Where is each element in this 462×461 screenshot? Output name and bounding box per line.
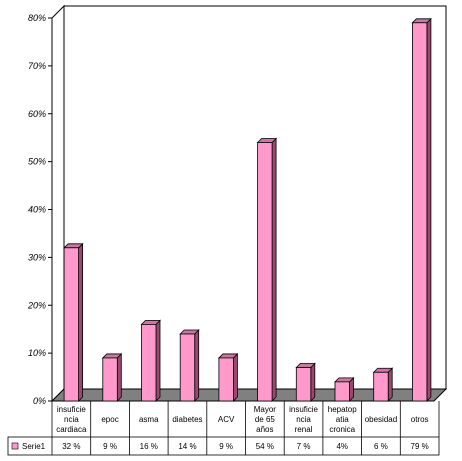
bar-front <box>102 357 118 402</box>
category-label-line: insuficie <box>289 405 318 414</box>
category-label: asma <box>139 415 159 424</box>
bar-side <box>232 352 238 402</box>
data-label: 7 % <box>297 442 311 451</box>
y-tick-label: 30% <box>28 252 46 262</box>
bar-front <box>141 323 157 402</box>
bar <box>372 367 394 402</box>
bar-front <box>334 381 350 402</box>
category-label: Mayor de 65 años <box>254 405 277 434</box>
category-label-line: epoc <box>101 415 118 424</box>
bar <box>411 17 432 402</box>
category-label-line: obesidad <box>365 415 397 424</box>
legend-swatch <box>11 442 19 450</box>
category-label: hepatop atia cronica <box>328 405 357 434</box>
category-label-line: cronica <box>329 425 355 434</box>
bar <box>179 329 200 402</box>
category-label-line: insuficie <box>57 405 86 414</box>
bar-front <box>295 367 312 402</box>
bar-side <box>387 367 393 402</box>
category-label-line: de 65 <box>255 415 276 424</box>
bars <box>63 17 432 402</box>
legend-label: Serie1 <box>22 442 46 451</box>
y-tick-label: 80% <box>28 13 46 23</box>
bar-front <box>63 247 79 402</box>
y-tick-label: 60% <box>28 109 46 119</box>
category-label-line: años <box>256 425 273 434</box>
category-label: diabetes <box>172 415 202 424</box>
data-label: 9 % <box>103 442 117 451</box>
category-label-line: asma <box>139 415 159 424</box>
category-label-line: hepatop <box>328 405 357 414</box>
bar-side <box>271 137 277 402</box>
category-label-line: cardiaca <box>56 425 87 434</box>
y-tick-label: 50% <box>28 157 46 167</box>
category-label-line: atia <box>336 415 349 424</box>
bar-front <box>411 22 428 402</box>
bar-side <box>426 17 432 402</box>
bar-side <box>155 319 161 402</box>
data-label: 54 % <box>256 442 274 451</box>
bar <box>140 319 161 402</box>
category-label-line: otros <box>411 415 429 424</box>
data-label: 6 % <box>374 442 388 451</box>
category-label: obesidad <box>365 415 397 424</box>
y-axis: 0% 10% 20% 30% 40% 50% 60% 70% 80% <box>27 13 52 406</box>
category-label-line: ncia <box>296 415 311 424</box>
plot-walls <box>50 4 448 403</box>
bar-front <box>179 333 196 402</box>
bar <box>63 242 84 402</box>
bar <box>295 362 316 402</box>
y-tick-label: 40% <box>28 205 46 215</box>
category-label: ACV <box>218 415 235 424</box>
bar-side <box>78 242 83 402</box>
category-label-line: ncia <box>64 415 79 424</box>
data-label: 32 % <box>62 442 80 451</box>
category-label: epoc <box>101 415 118 424</box>
category-label-line: ACV <box>218 415 235 424</box>
y-tick-label: 20% <box>27 300 46 310</box>
category-label-line: renal <box>295 425 313 434</box>
data-label: 9 % <box>219 442 233 451</box>
bar <box>334 376 355 402</box>
bar <box>217 352 239 402</box>
bar-side <box>116 352 122 402</box>
y-tick-label: 0% <box>33 396 46 406</box>
data-label: 16 % <box>140 442 158 451</box>
category-label: insuficie ncia renal <box>289 405 318 434</box>
table-values-row <box>7 436 440 456</box>
data-label: 14 % <box>178 442 196 451</box>
bar-side <box>310 362 316 402</box>
back-wall <box>63 5 447 390</box>
category-label-line: Mayor <box>254 405 277 414</box>
data-label: 4% <box>336 442 348 451</box>
category-label: insuficie ncia cardiaca <box>56 405 87 434</box>
data-label: 79 % <box>411 442 429 451</box>
category-label-line: diabetes <box>172 415 202 424</box>
bar <box>256 137 278 402</box>
bar-front <box>218 357 234 402</box>
bar-front <box>257 142 273 402</box>
y-tick-label: 70% <box>28 61 46 71</box>
bar-side <box>194 329 200 402</box>
bar <box>101 352 123 402</box>
category-label: otros <box>411 415 429 424</box>
side-wall <box>51 4 65 403</box>
bar-front <box>373 371 389 402</box>
y-tick-label: 10% <box>28 348 46 358</box>
